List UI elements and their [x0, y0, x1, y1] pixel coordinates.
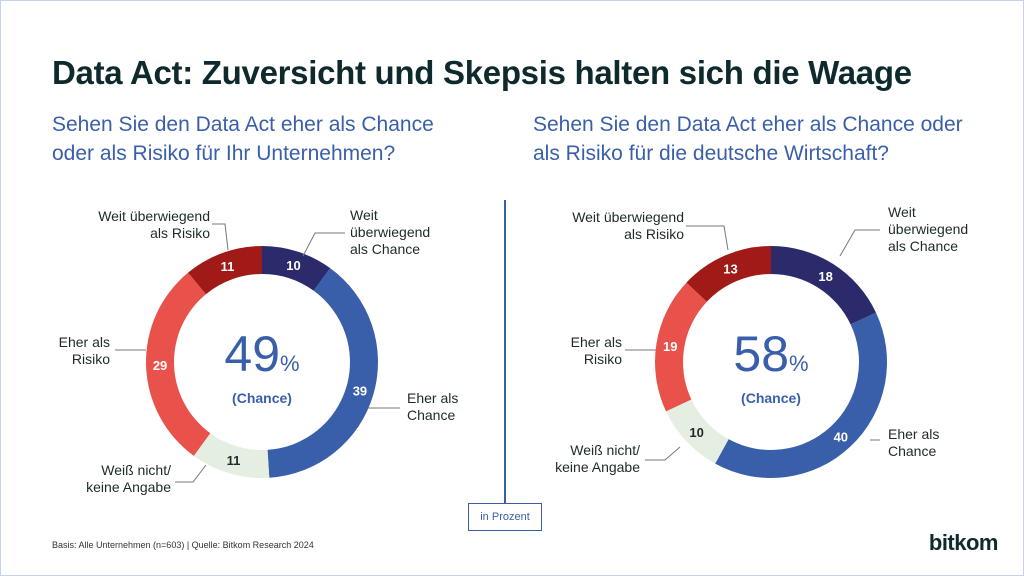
donut-segment: [193, 433, 270, 478]
bitkom-logo: bitkom: [928, 530, 999, 555]
donut-segment: [654, 282, 707, 412]
leader-line: [212, 223, 229, 251]
segment-value-label: 39: [353, 383, 367, 398]
footnote: Basis: Alle Unternehmen (n=603) | Quelle…: [52, 540, 314, 550]
label-right-weiss-nicht: Weiß nicht/keine Angabe: [555, 442, 640, 475]
leader-line: [302, 232, 345, 257]
donut-segment: [188, 246, 262, 295]
leader-line: [645, 446, 681, 461]
segment-value-label: 19: [663, 339, 677, 354]
donut-segment: [686, 246, 771, 302]
label-right-eher-risiko: Eher als Risiko: [570, 334, 622, 367]
segment-value-label: 10: [689, 425, 703, 440]
label-right-eher-chance: Eher als Chance: [888, 426, 940, 459]
leader-line: [839, 229, 880, 257]
page-title: Data Act: Zuversicht und Skepsis halten …: [52, 54, 912, 91]
segment-value-label: 18: [818, 269, 832, 284]
unit-label: in Prozent: [468, 503, 542, 531]
question-right: Sehen Sie den Data Act eher als Chance o…: [533, 113, 963, 165]
label-left-weit-risiko: Weit überwiegend als Risiko: [98, 208, 210, 241]
center-left: 49% (Chance): [182, 328, 342, 406]
label-right-weit-risiko: Weit überwiegend als Risiko: [572, 209, 684, 242]
donut-segment: [715, 312, 887, 478]
leader-line: [175, 464, 207, 483]
center-label: (Chance): [232, 390, 292, 406]
segment-value-label: 29: [153, 358, 167, 373]
label-right-weit-chance: Weit überwiegend als Chance: [888, 204, 969, 254]
segment-value-label: 10: [286, 258, 300, 273]
center-value: 58: [733, 326, 790, 382]
label-left-weit-chance: Weit überwiegend als Chance: [350, 207, 431, 257]
segment-value-label: 11: [221, 259, 235, 274]
segment-value-label: 13: [723, 261, 737, 276]
donut-segment: [771, 246, 876, 325]
donut-segment: [666, 399, 729, 464]
center-right: 58% (Chance): [691, 328, 851, 406]
center-label: (Chance): [741, 390, 801, 406]
center-value: 49: [224, 326, 281, 382]
question-left: Sehen Sie den Data Act eher als Chance o…: [52, 113, 434, 165]
segment-value-label: 11: [227, 453, 241, 468]
label-left-weiss-nicht: Weiß nicht/keine Angabe: [86, 462, 171, 495]
label-left-eher-chance: Eher als Chance: [407, 390, 459, 423]
donut-segment: [146, 272, 211, 456]
leader-line: [686, 225, 729, 251]
donut-segment: [267, 268, 378, 478]
label-left-eher-risiko: Eher als Risiko: [58, 334, 110, 367]
segment-value-label: 40: [834, 429, 848, 444]
donut-segment: [262, 246, 331, 291]
